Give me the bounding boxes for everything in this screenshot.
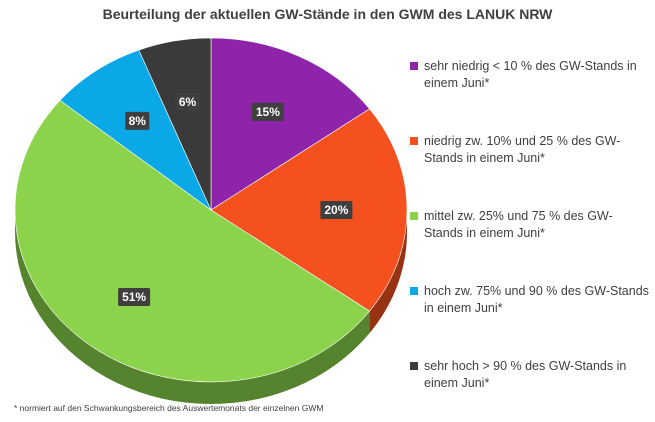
pie-slice-3	[14, 99, 371, 383]
legend-item-1: sehr niedrig < 10 % des GW-Stands in ein…	[410, 58, 650, 133]
pie-slice-side-3	[15, 210, 370, 404]
legend-label: sehr hoch > 90 % des GW-Stands in einem …	[424, 359, 627, 390]
data-label-text: 6%	[179, 95, 197, 109]
pie-slice-side-2	[369, 210, 407, 334]
legend-label: niedrig zw. 10% und 25 % des GW-Stands i…	[424, 134, 621, 165]
legend-label: hoch zw. 75% und 90 % des GW-Stands in e…	[424, 284, 649, 315]
legend-item-2: niedrig zw. 10% und 25 % des GW-Stands i…	[410, 133, 650, 208]
data-label-1: 15%	[251, 102, 284, 121]
footnote: * normiert auf den Schwankungsbereich de…	[14, 403, 324, 413]
data-label-4: 8%	[125, 111, 150, 130]
legend-swatch	[410, 137, 418, 145]
legend-swatch	[410, 287, 418, 295]
data-label-2: 20%	[320, 201, 353, 219]
legend-item-5: sehr hoch > 90 % des GW-Stands in einem …	[410, 358, 650, 422]
legend-swatch	[410, 212, 418, 220]
data-label-bg	[320, 201, 353, 219]
data-label-bg	[118, 288, 151, 306]
legend-item-3: mittel zw. 25% und 75 % des GW-Stands in…	[410, 208, 650, 283]
data-label-bg	[251, 102, 284, 121]
pie-slice-5	[138, 37, 212, 211]
data-label-3: 51%	[118, 288, 151, 306]
data-label-text: 51%	[122, 290, 146, 304]
data-label-bg	[125, 111, 150, 130]
chart-legend: sehr niedrig < 10 % des GW-Stands in ein…	[410, 58, 650, 422]
pie-slice-2	[210, 108, 408, 312]
legend-swatch	[410, 62, 418, 70]
legend-item-4: hoch zw. 75% und 90 % des GW-Stands in e…	[410, 283, 650, 358]
data-label-bg	[175, 92, 200, 111]
pie-slice-1	[210, 37, 371, 211]
data-label-text: 15%	[256, 105, 280, 119]
data-label-text: 20%	[324, 203, 348, 217]
legend-swatch	[410, 362, 418, 370]
data-label-5: 6%	[175, 92, 200, 111]
pie-chart: 15% 20% 51% 8% 6%	[14, 37, 408, 404]
legend-label: mittel zw. 25% und 75 % des GW-Stands in…	[424, 209, 613, 240]
legend-label: sehr niedrig < 10 % des GW-Stands in ein…	[424, 59, 637, 90]
pie-slice-4	[59, 49, 212, 211]
data-label-text: 8%	[129, 114, 147, 128]
chart-title: Beurteilung der aktuellen GW-Stände in d…	[102, 6, 553, 22]
